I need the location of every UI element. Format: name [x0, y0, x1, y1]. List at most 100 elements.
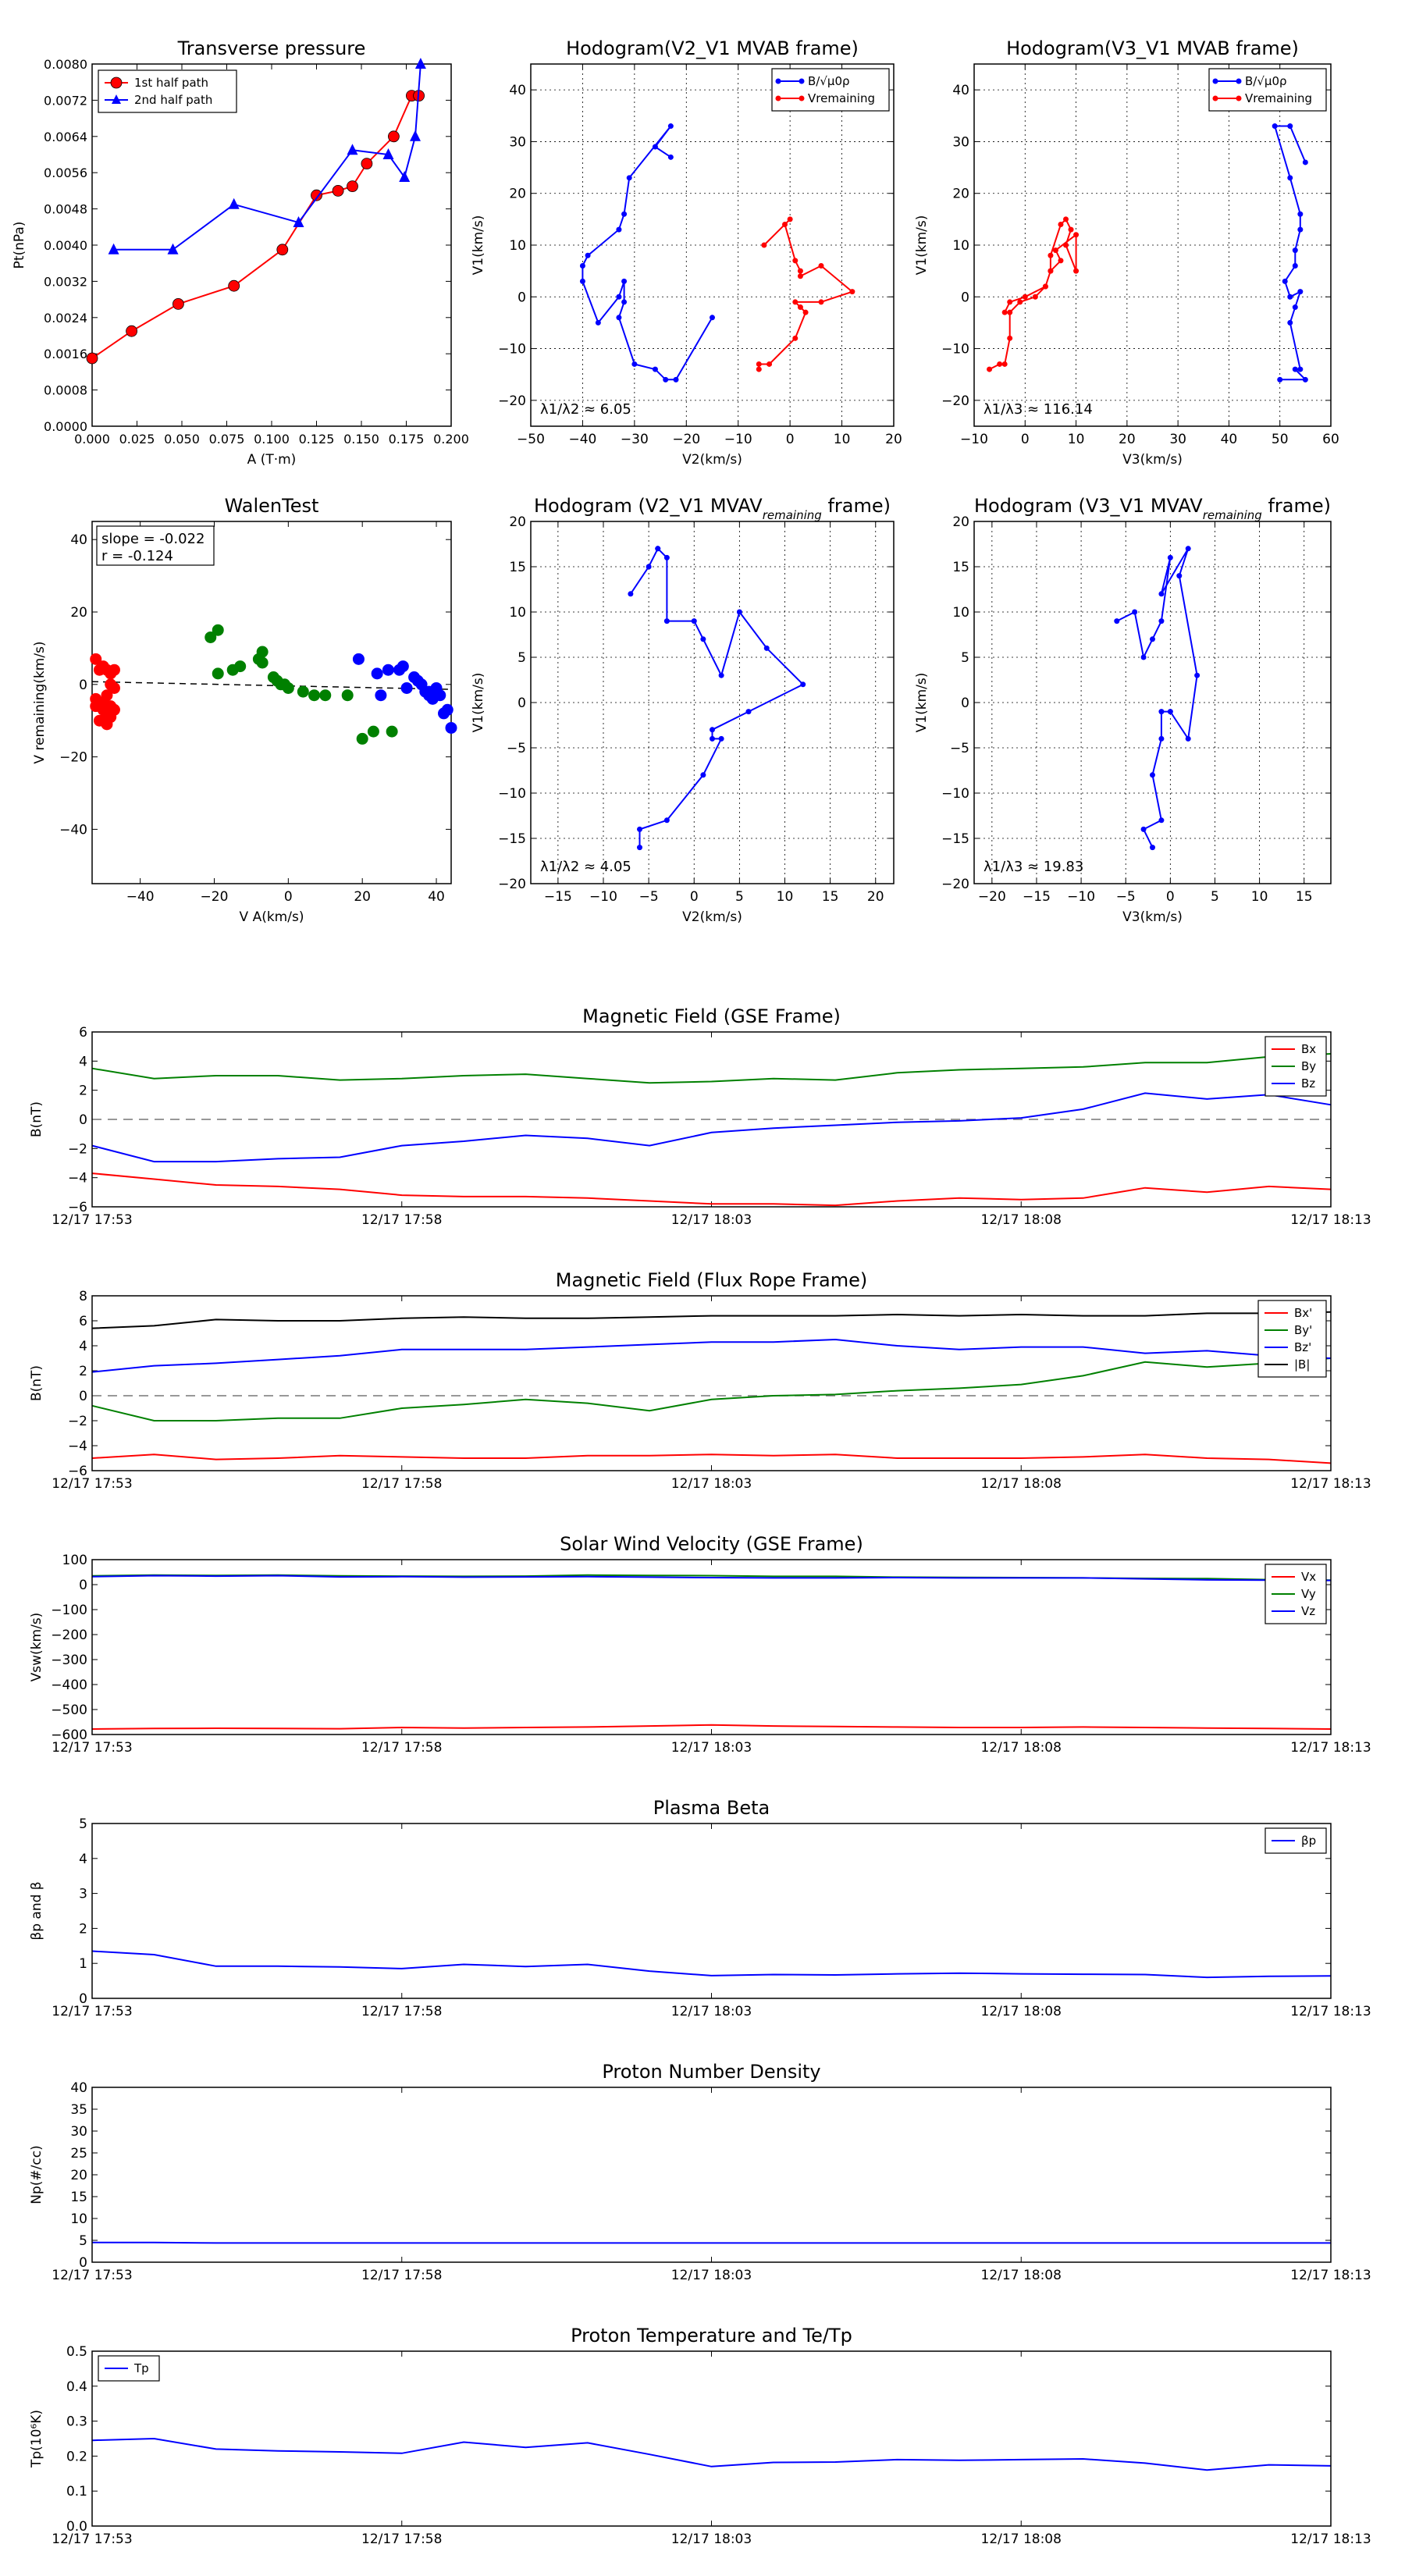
y-tick-label: −6	[68, 1464, 87, 1479]
data-marker	[756, 366, 762, 372]
data-marker	[1297, 366, 1304, 372]
data-marker	[1140, 654, 1147, 660]
x-axis-label: V2(km/s)	[682, 909, 742, 925]
data-marker	[382, 148, 394, 159]
x-tick-label: 12/17 18:08	[981, 1476, 1062, 1492]
chart-title: Hodogram (V3_V1 MVAVremaining frame)	[974, 495, 1331, 522]
x-tick-label: 0.125	[299, 432, 335, 447]
x-tick-label: 0.200	[433, 432, 469, 447]
data-marker	[1287, 294, 1293, 300]
data-marker	[616, 226, 622, 233]
x-axis-label: V A(km/s)	[240, 909, 304, 925]
y-tick-label: 20	[509, 187, 526, 202]
data-marker	[1001, 309, 1008, 315]
plot-frame	[91, 2350, 1332, 2527]
data-marker	[1297, 289, 1304, 295]
x-tick-label: 12/17 18:08	[981, 2268, 1062, 2283]
data-marker	[782, 221, 788, 227]
y-tick-label: −20	[59, 750, 87, 766]
scatter-point-green	[282, 681, 294, 694]
y-axis-label: V1(km/s)	[471, 215, 486, 276]
data-marker	[621, 211, 628, 217]
x-tick-label: 12/17 17:53	[52, 1740, 132, 1756]
legend-marker	[110, 76, 123, 89]
data-marker	[673, 376, 679, 382]
x-tick-label: 12/17 17:53	[52, 2532, 132, 2547]
x-tick-label: 0	[690, 889, 699, 905]
series-line	[1116, 548, 1198, 849]
series-line-bz	[91, 1338, 1332, 1373]
y-tick-label: 1	[79, 1956, 87, 1972]
y-tick-label: 0.3	[66, 2414, 87, 2430]
x-tick-label: −10	[960, 432, 988, 447]
data-marker	[1158, 709, 1165, 715]
x-tick-label: 10	[1251, 889, 1268, 905]
data-marker	[818, 263, 824, 269]
x-tick-label: −30	[621, 432, 649, 447]
legend-label: B/√μ0ρ	[808, 74, 850, 88]
chart-title: Transverse pressure	[177, 37, 366, 59]
eigen-ratio-annotation: λ1/λ3 ≈ 19.83	[984, 859, 1083, 875]
data-marker	[1140, 826, 1147, 832]
x-tick-label: −20	[672, 432, 700, 447]
data-marker	[718, 672, 724, 678]
series-line-bx	[91, 1453, 1332, 1464]
y-tick-label: −10	[498, 342, 526, 358]
data-marker	[1292, 247, 1298, 254]
series-line	[630, 547, 805, 848]
title-subscript: remaining	[763, 508, 822, 522]
y-tick-label: 0.0048	[44, 202, 87, 217]
y-tick-label: 10	[70, 2211, 87, 2227]
chart-title: Hodogram(V3_V1 MVAB frame)	[1006, 37, 1299, 59]
data-marker	[1287, 175, 1293, 181]
y-tick-label: 10	[509, 238, 526, 254]
legend-box	[1208, 68, 1327, 112]
y-tick-label: −4	[68, 1171, 87, 1187]
x-tick-label: 5	[735, 889, 744, 905]
y-tick-label: −300	[51, 1653, 87, 1668]
series-line	[91, 94, 419, 359]
x-tick-label: 0	[1021, 432, 1030, 447]
x-tick-label: −40	[568, 432, 596, 447]
data-marker	[1287, 319, 1293, 326]
chart-vsw: Solar Wind Velocity (GSE Frame) −600 −500 −…	[29, 1533, 1371, 1756]
plot-frame	[91, 1295, 1332, 1471]
y-tick-label: 5	[79, 1816, 87, 1832]
chart-title: Magnetic Field (GSE Frame)	[582, 1005, 841, 1027]
data-marker	[761, 242, 767, 248]
legend-marker	[799, 78, 805, 84]
x-tick-label: 0.025	[119, 432, 155, 447]
data-marker	[1073, 268, 1080, 274]
data-marker	[1007, 335, 1013, 341]
series-line-vx	[91, 1724, 1332, 1730]
title-tail: frame)	[1262, 495, 1331, 517]
y-tick-label: 20	[952, 187, 969, 202]
y-tick-label: 20	[70, 605, 87, 621]
y-tick-label: −10	[498, 786, 526, 802]
y-tick-label: 0.0008	[44, 383, 87, 398]
scatter-point-blue	[397, 660, 409, 673]
data-marker	[1302, 376, 1308, 382]
data-marker	[1058, 258, 1064, 264]
x-tick-label: 60	[1322, 432, 1339, 447]
y-tick-label: 25	[70, 2146, 87, 2161]
x-tick-label: 5	[1211, 889, 1219, 905]
data-marker	[1022, 294, 1028, 300]
scatter-point-red	[90, 653, 102, 665]
data-marker	[710, 727, 715, 733]
data-marker	[1150, 636, 1155, 642]
legend-marker	[1212, 95, 1218, 101]
data-marker	[646, 564, 652, 570]
series-line-bz	[91, 1092, 1332, 1163]
y-axis-label: Tp(10⁶K)	[29, 2410, 44, 2468]
data-marker	[1176, 573, 1183, 579]
legend-label: By	[1301, 1059, 1316, 1073]
y-tick-label: 2	[79, 1083, 87, 1099]
x-tick-label: 0.100	[254, 432, 290, 447]
data-marker	[818, 299, 824, 305]
data-marker	[579, 278, 585, 284]
y-tick-label: −4	[68, 1439, 87, 1454]
scatter-point-green	[341, 689, 354, 702]
data-marker	[1297, 226, 1304, 233]
